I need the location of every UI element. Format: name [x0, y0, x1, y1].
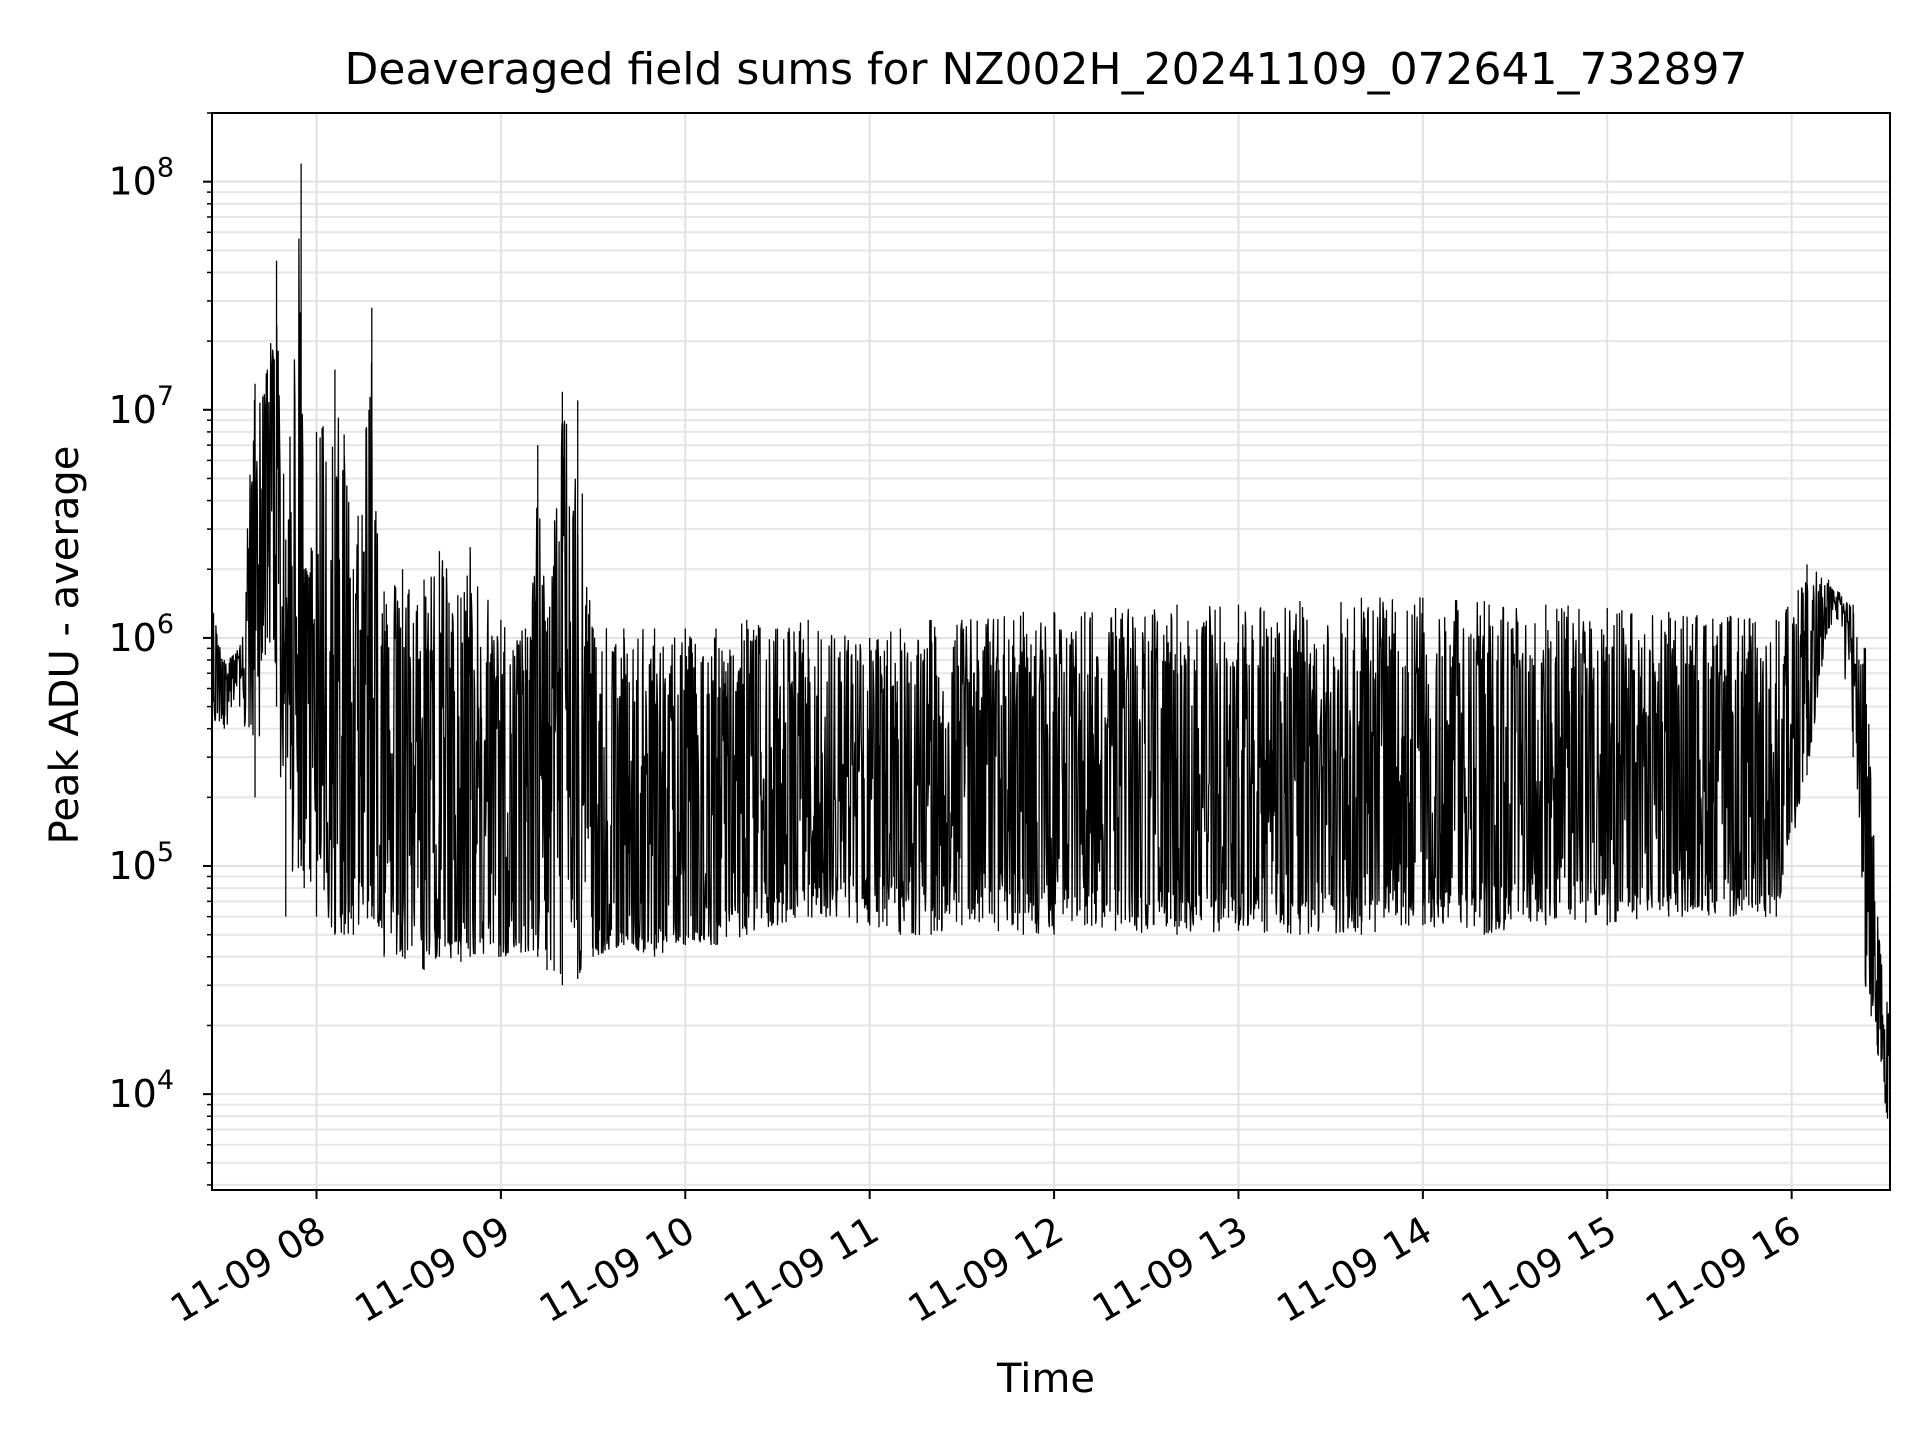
- y-tick-label: 107: [108, 381, 174, 432]
- y-axis-label: Peak ADU - average: [42, 446, 88, 845]
- y-tick-label-exponent: 6: [157, 609, 174, 640]
- y-tick-label-exponent: 7: [157, 381, 174, 412]
- data-series: [211, 163, 1891, 1145]
- y-tick-label-base: 10: [108, 1072, 156, 1116]
- y-tick-label-base: 10: [108, 616, 156, 660]
- y-tick-label-base: 10: [108, 160, 156, 204]
- series-line: [211, 238, 1891, 1138]
- y-tick-label-exponent: 4: [157, 1065, 174, 1096]
- y-tick-label: 108: [108, 153, 174, 204]
- y-tick-label: 104: [108, 1065, 174, 1116]
- y-tick-label: 105: [108, 837, 174, 888]
- y-tick-label-base: 10: [108, 388, 156, 432]
- y-tick-label-base: 10: [108, 844, 156, 888]
- x-axis-label: Time: [996, 1356, 1095, 1402]
- chart-title: Deaveraged field sums for NZ002H_2024110…: [345, 44, 1748, 95]
- y-tick-label-exponent: 5: [157, 837, 174, 868]
- plot-area-frame: [211, 112, 1891, 1191]
- y-tick-label-exponent: 8: [157, 153, 174, 184]
- y-tick-label: 106: [108, 609, 174, 660]
